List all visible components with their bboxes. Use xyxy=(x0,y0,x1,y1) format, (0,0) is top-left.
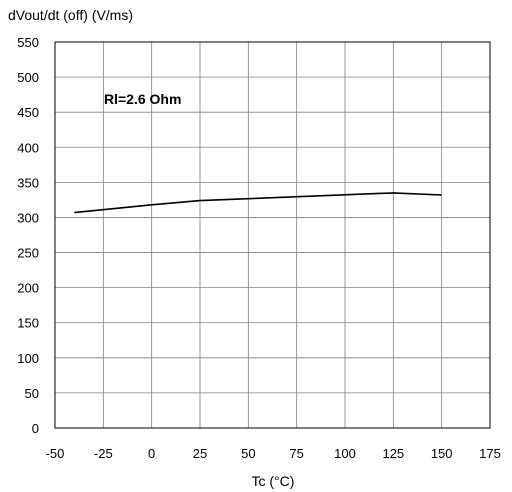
x-tick-label: 150 xyxy=(431,446,453,461)
x-tick-label: 50 xyxy=(241,446,255,461)
y-tick-label: 100 xyxy=(17,351,39,366)
plot-frame xyxy=(54,41,491,429)
y-tick-label: 550 xyxy=(17,35,39,50)
y-tick-label: 450 xyxy=(17,105,39,120)
x-tick-label: 25 xyxy=(193,446,207,461)
y-tick-label: 0 xyxy=(32,421,39,436)
annotation-rl: Rl=2.6 Ohm xyxy=(104,91,181,107)
y-tick-label: 500 xyxy=(17,70,39,85)
y-tick-labels: 0 50 100 150 200 250 300 350 400 450 500 550 xyxy=(17,35,39,436)
series-line-0 xyxy=(74,192,442,214)
y-tick-label: 50 xyxy=(25,386,39,401)
y-axis-title: dVout/dt (off) (V/ms) xyxy=(8,7,133,23)
x-tick-label: -50 xyxy=(46,446,65,461)
x-tick-label: 100 xyxy=(334,446,356,461)
x-tick-labels: -50 -25 0 25 50 75 100 125 150 175 xyxy=(46,446,501,461)
x-axis-title: Tc (°C) xyxy=(252,473,295,489)
y-tick-label: 150 xyxy=(17,316,39,331)
y-tick-label: 400 xyxy=(17,140,39,155)
x-tick-label: 0 xyxy=(148,446,155,461)
y-tick-label: 350 xyxy=(17,175,39,190)
x-tick-label: 125 xyxy=(382,446,404,461)
x-tick-label: 175 xyxy=(479,446,501,461)
y-tick-label: 300 xyxy=(17,210,39,225)
y-tick-label: 200 xyxy=(17,281,39,296)
x-tick-label: -25 xyxy=(94,446,113,461)
x-tick-label: 75 xyxy=(289,446,303,461)
y-tick-label: 250 xyxy=(17,246,39,261)
series-group xyxy=(74,192,442,214)
